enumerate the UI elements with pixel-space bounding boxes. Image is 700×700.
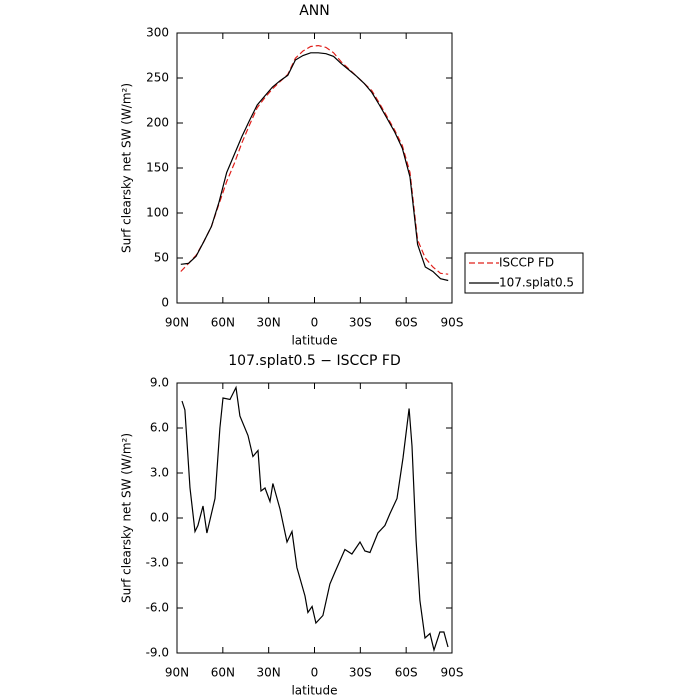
plot-frame — [176, 382, 453, 654]
y-tick-label: 9.0 — [150, 376, 169, 390]
y-tick-label: 200 — [146, 116, 169, 130]
y-tick-label: 0 — [161, 296, 169, 310]
chart-title: 107.splat0.5 − ISCCP FD — [228, 353, 401, 369]
x-axis-label: latitude — [291, 334, 337, 348]
line-series — [180, 52, 449, 282]
y-tick-label: 150 — [146, 161, 169, 175]
legend-label: ISCCP FD — [499, 256, 554, 270]
y-tick-label: -9.0 — [146, 646, 169, 660]
x-tick-label: 90S — [441, 316, 464, 330]
y-tick-label: -3.0 — [146, 556, 169, 570]
legend-box — [464, 252, 584, 294]
y-tick-label: 50 — [154, 251, 169, 265]
y-tick-label: 0.0 — [150, 511, 169, 525]
y-axis-label: Surf clearsky net SW (W/m²) — [120, 83, 134, 253]
line-series — [181, 385, 449, 653]
plot-frame — [176, 32, 453, 304]
x-tick-label: 0 — [311, 666, 319, 680]
x-tick-label: 60N — [211, 316, 235, 330]
y-axis-label: Surf clearsky net SW (W/m²) — [120, 433, 134, 603]
x-tick-label: 60N — [211, 666, 235, 680]
y-tick-label: 300 — [146, 26, 169, 40]
line-series — [180, 44, 449, 275]
x-tick-label: 30S — [349, 316, 372, 330]
x-tick-label: 90N — [165, 666, 189, 680]
legend-label: 107.splat0.5 — [499, 276, 574, 290]
y-tick-label: -6.0 — [146, 601, 169, 615]
x-tick-label: 0 — [311, 316, 319, 330]
x-axis-label: latitude — [291, 684, 337, 698]
x-tick-label: 90S — [441, 666, 464, 680]
y-tick-label: 6.0 — [150, 421, 169, 435]
x-tick-label: 30S — [349, 666, 372, 680]
y-tick-label: 100 — [146, 206, 169, 220]
y-tick-label: 250 — [146, 71, 169, 85]
x-tick-label: 60S — [395, 666, 418, 680]
y-tick-label: 3.0 — [150, 466, 169, 480]
x-tick-label: 30N — [257, 666, 281, 680]
x-tick-label: 30N — [257, 316, 281, 330]
x-tick-label: 90N — [165, 316, 189, 330]
chart-title: ANN — [299, 3, 330, 19]
x-tick-label: 60S — [395, 316, 418, 330]
